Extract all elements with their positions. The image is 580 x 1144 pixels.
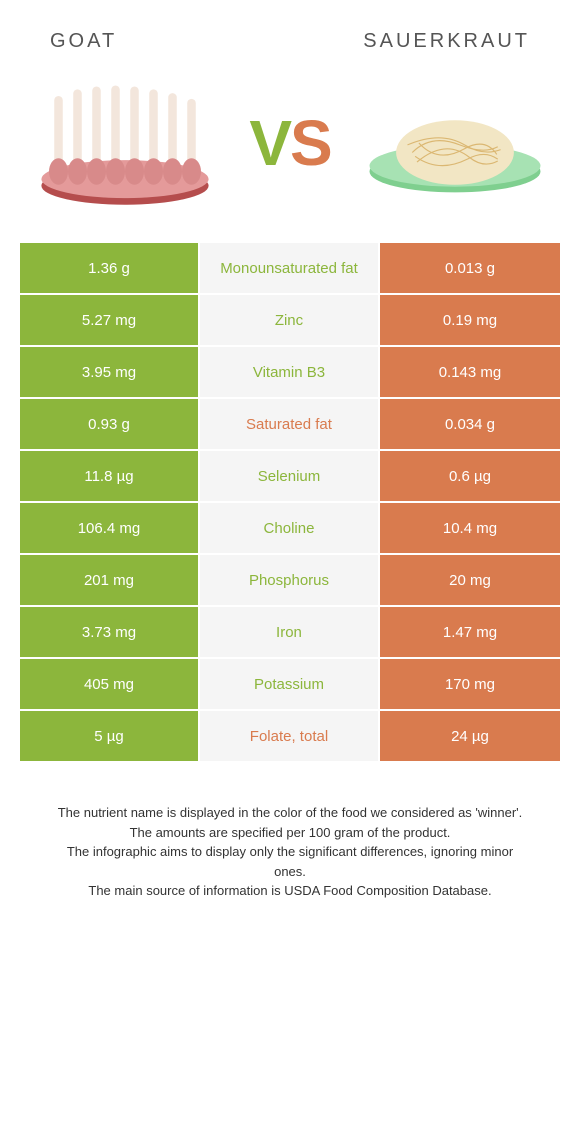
sauerkraut-value: 10.4 mg <box>380 503 560 553</box>
title-sauerkraut: SAUERKRAUT <box>363 30 530 53</box>
footer-line-1: The nutrient name is displayed in the co… <box>50 803 530 823</box>
goat-value: 3.73 mg <box>20 607 200 657</box>
sauerkraut-value: 0.013 g <box>380 243 560 293</box>
goat-value: 1.36 g <box>20 243 200 293</box>
nutrient-row: 1.36 gMonounsaturated fat0.013 g <box>20 243 560 295</box>
nutrient-row: 11.8 µgSelenium0.6 µg <box>20 451 560 503</box>
nutrient-label: Potassium <box>200 659 380 709</box>
nutrient-row: 106.4 mgCholine10.4 mg <box>20 503 560 555</box>
footer-line-2: The amounts are specified per 100 gram o… <box>50 823 530 843</box>
goat-value: 0.93 g <box>20 399 200 449</box>
sauerkraut-value: 24 µg <box>380 711 560 761</box>
sauerkraut-value: 0.143 mg <box>380 347 560 397</box>
footer-notes: The nutrient name is displayed in the co… <box>20 763 560 921</box>
nutrient-row: 3.73 mgIron1.47 mg <box>20 607 560 659</box>
sauerkraut-value: 170 mg <box>380 659 560 709</box>
nutrient-label: Selenium <box>200 451 380 501</box>
footer-line-3: The infographic aims to display only the… <box>50 842 530 881</box>
nutrient-table: 1.36 gMonounsaturated fat0.013 g5.27 mgZ… <box>20 243 560 763</box>
goat-image <box>30 73 220 213</box>
goat-value: 11.8 µg <box>20 451 200 501</box>
title-goat: GOAT <box>50 30 117 53</box>
nutrient-label: Vitamin B3 <box>200 347 380 397</box>
sauerkraut-value: 0.034 g <box>380 399 560 449</box>
vs-v: V <box>249 107 290 179</box>
goat-value: 201 mg <box>20 555 200 605</box>
nutrient-row: 5.27 mgZinc0.19 mg <box>20 295 560 347</box>
nutrient-label: Iron <box>200 607 380 657</box>
title-row: GOAT SAUERKRAUT <box>20 20 560 73</box>
nutrient-row: 0.93 gSaturated fat0.034 g <box>20 399 560 451</box>
nutrient-row: 201 mgPhosphorus20 mg <box>20 555 560 607</box>
sauerkraut-value: 0.19 mg <box>380 295 560 345</box>
nutrient-row: 5 µgFolate, total24 µg <box>20 711 560 763</box>
hero-row: VS <box>20 73 560 243</box>
sauerkraut-value: 0.6 µg <box>380 451 560 501</box>
nutrient-label: Folate, total <box>200 711 380 761</box>
goat-value: 3.95 mg <box>20 347 200 397</box>
nutrient-label: Monounsaturated fat <box>200 243 380 293</box>
nutrient-row: 405 mgPotassium170 mg <box>20 659 560 711</box>
sauerkraut-value: 1.47 mg <box>380 607 560 657</box>
goat-value: 106.4 mg <box>20 503 200 553</box>
nutrient-row: 3.95 mgVitamin B30.143 mg <box>20 347 560 399</box>
goat-value: 5 µg <box>20 711 200 761</box>
footer-line-4: The main source of information is USDA F… <box>50 881 530 901</box>
sauerkraut-value: 20 mg <box>380 555 560 605</box>
sauerkraut-image <box>360 73 550 213</box>
nutrient-label: Phosphorus <box>200 555 380 605</box>
goat-value: 405 mg <box>20 659 200 709</box>
nutrient-label: Saturated fat <box>200 399 380 449</box>
vs-label: VS <box>249 106 330 180</box>
goat-value: 5.27 mg <box>20 295 200 345</box>
nutrient-label: Choline <box>200 503 380 553</box>
vs-s: S <box>290 107 331 179</box>
nutrient-label: Zinc <box>200 295 380 345</box>
